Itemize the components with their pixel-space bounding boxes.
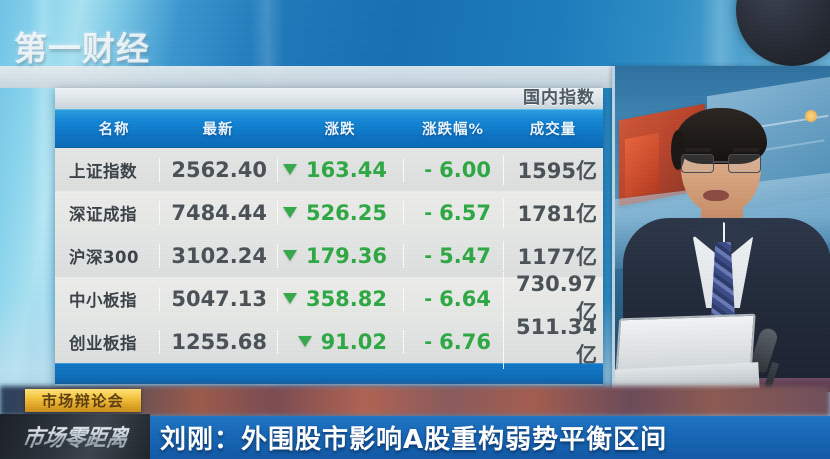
column-header-name: 名称 [98,122,130,138]
index-volume: 730.97亿 [503,271,603,326]
index-volume: 1177亿 [503,240,603,271]
index-volume: 1781亿 [503,197,603,228]
index-name: 中小板指 [69,290,137,310]
index-change-pct-sign: - [424,201,433,224]
show-logo-label: 市场零距离 [20,420,131,452]
studio-red-panel [625,132,659,198]
column-header-change-pct: 涨跌幅% [421,122,485,138]
program-segment-tag: 市场辩论会 [25,389,141,412]
index-change: 91.02 [277,329,403,354]
down-triangle-icon [282,207,297,218]
anchor-mouth [703,190,729,201]
index-change-pct: - 6.76 [403,329,503,354]
table-row: 深证成指 7484.44 526.25 - 6.57 1781亿 [55,191,603,234]
index-change-pct-sign: - [424,287,433,310]
table-row: 中小板指 5047.13 358.82 - 6.64 730.97亿 [55,271,603,326]
index-change-pct-sign: - [424,330,433,353]
index-change-pct: - 5.47 [403,243,503,268]
program-segment-tag-label: 市场辩论会 [41,392,125,410]
table-row: 上证指数 2562.40 163.44 - 6.00 1595亿 [55,148,603,191]
index-change-pct-value: 6.57 [439,200,491,225]
index-change: 163.44 [277,157,403,182]
table-row: 沪深300 3102.24 179.36 - 5.47 1177亿 [55,234,603,277]
index-latest: 7484.44 [159,200,277,225]
index-latest: 3102.24 [159,243,277,268]
table-header-row: 名称 最新 涨跌 涨跌幅% 成交量 [55,109,603,148]
down-triangle-icon [282,164,297,175]
index-name: 深证成指 [69,204,137,224]
index-change-pct-value: 5.47 [439,243,491,268]
panel-footer-bar [55,363,603,384]
index-change: 526.25 [277,200,403,225]
anchor-video-window [612,66,830,392]
down-triangle-icon [297,336,312,347]
background-light-band [0,66,620,88]
index-change-value: 163.44 [305,157,387,182]
channel-logo: 第一财经 [14,29,150,68]
index-change: 179.36 [277,243,403,268]
column-header-volume: 成交量 [529,122,577,138]
index-change-value: 526.25 [305,200,387,225]
index-volume: 1595亿 [503,154,603,185]
index-change-pct: - 6.64 [403,286,503,311]
glasses-icon [679,154,763,173]
index-volume: 511.34亿 [503,314,603,369]
index-table-panel: 国内指数 名称 最新 涨跌 涨跌幅% 成交量 上证指数 2562.40 163.… [55,88,603,386]
index-latest: 1255.68 [159,329,277,354]
index-change-pct-value: 6.00 [439,157,491,182]
index-change-pct-sign: - [424,244,433,267]
index-name: 沪深300 [69,247,139,267]
index-change-pct: - 6.00 [403,157,503,182]
page-title: 国内指数 [523,88,595,108]
index-change: 358.82 [277,286,403,311]
down-triangle-icon [282,293,297,304]
anchor-eyebrow [733,148,759,152]
index-latest: 2562.40 [159,157,277,182]
headline-text: 刘刚：外围股市影响A股重构弱势平衡区间 [160,425,668,455]
column-header-latest: 最新 [202,122,234,138]
studio-light-dot-icon [805,110,817,122]
column-header-change: 涨跌 [324,122,356,138]
anchor-necktie [711,242,735,318]
index-change-pct-value: 6.76 [439,329,491,354]
table-row: 创业板指 1255.68 91.02 - 6.76 511.34亿 [55,314,603,369]
show-logo: 市场零距离 [0,414,150,459]
index-change-value: 358.82 [305,286,387,311]
panel-title-strip: 国内指数 [55,88,603,109]
index-change-value: 91.02 [320,329,387,354]
index-latest: 5047.13 [159,286,277,311]
index-name: 创业板指 [69,333,137,353]
anchor-eyebrow [685,148,711,152]
index-change-pct-value: 6.64 [439,286,491,311]
index-change-value: 179.36 [305,243,387,268]
index-change-pct: - 6.57 [403,200,503,225]
index-name: 上证指数 [69,161,137,181]
index-change-pct-sign: - [424,158,433,181]
down-triangle-icon [282,250,297,261]
